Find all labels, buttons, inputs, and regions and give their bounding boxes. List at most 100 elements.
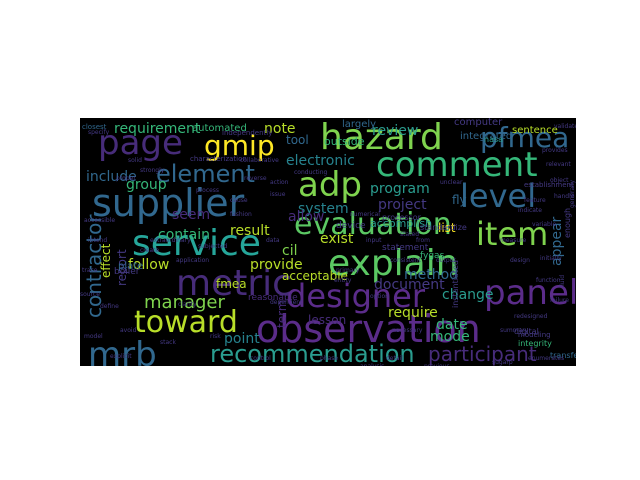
word-option: option: [370, 293, 389, 300]
word-phase: phase: [320, 355, 339, 362]
word-trace: trace: [82, 267, 98, 274]
word-provides: provides: [542, 147, 568, 154]
word-control: control: [250, 355, 271, 362]
word-cause: cause: [230, 197, 248, 204]
word-note: note: [264, 121, 296, 137]
word-system: system: [298, 201, 349, 217]
word-plate: plate: [118, 261, 144, 272]
word-solid: solid: [128, 157, 142, 164]
word-reasonable: reasonable: [248, 293, 298, 303]
word-statement: statement: [382, 243, 429, 253]
word-item: item: [476, 215, 549, 253]
word-device: device: [336, 221, 366, 231]
word-acceptable: acceptable: [282, 269, 348, 283]
word-consistent: consistent: [390, 257, 421, 264]
word-processor: processor: [382, 213, 421, 222]
word-project: project: [378, 197, 427, 213]
word-integrated: integrated: [460, 131, 513, 142]
word-computer: computer: [454, 118, 503, 128]
word-avoid: avoid: [120, 327, 137, 334]
word-model: model: [84, 333, 103, 340]
word-group: group: [126, 177, 167, 193]
word-relevant: relevant: [546, 161, 571, 168]
word-toward: toward: [134, 305, 238, 340]
word-adp: adp: [298, 165, 362, 205]
word-nasa: nasa: [484, 135, 504, 144]
word-requirement: requirement: [114, 121, 201, 137]
word-largely: largely: [342, 119, 377, 130]
word-evaluation: evaluation: [294, 207, 452, 242]
word-source: source: [80, 291, 100, 298]
word-list: list: [438, 221, 456, 235]
word-stated: stated: [400, 231, 420, 238]
word-feature: feature: [524, 197, 546, 204]
word-stack: stack: [160, 339, 176, 346]
word-validate: validate: [554, 123, 576, 130]
word-designer: designer: [286, 277, 425, 315]
word-accessible: accessible: [84, 217, 116, 224]
word-require: require: [388, 305, 438, 321]
word-instantiated: instantiated: [451, 260, 460, 308]
word-primary: primary: [336, 267, 360, 274]
word-lesson: lesson: [308, 313, 347, 327]
word-sentence: sentence: [512, 125, 558, 136]
word-hazard: hazard: [320, 118, 443, 158]
word-independently: independently: [222, 129, 273, 137]
word-fly: fly: [452, 193, 467, 207]
word-mrb: mrb: [88, 335, 157, 366]
word-cloud: hazard page gmip comment adp pfmea supplier ele…: [80, 118, 576, 366]
word-date: date: [436, 317, 468, 333]
word-from: from: [416, 237, 430, 244]
word-unclear: unclear: [440, 179, 463, 186]
word-clarity: clarity: [178, 301, 197, 308]
word-supplier: supplier: [92, 181, 245, 225]
word-initially: initially: [540, 255, 562, 262]
word-seem: seem: [172, 207, 211, 223]
word-issue: issue: [270, 191, 286, 198]
word-design: design: [510, 257, 530, 264]
word-explicit: explicit: [110, 353, 132, 360]
word-accomplish: accomplish: [370, 217, 433, 230]
word-mode: mode: [430, 329, 470, 345]
word-function: function: [536, 277, 561, 284]
word-create: create: [140, 247, 160, 254]
word-change: change: [442, 287, 494, 303]
word-reverse: reverse: [244, 175, 267, 182]
word-tool: tool: [286, 133, 309, 147]
word-level: level: [460, 177, 537, 215]
word-pfmea: pfmea: [480, 121, 570, 154]
word-risk: risk: [210, 333, 221, 340]
word-strongly: strongly: [140, 167, 165, 174]
word-recommendation: recommendation: [210, 340, 415, 366]
word-allow: allow: [288, 209, 325, 225]
word-panel: panel: [484, 273, 576, 313]
word-numerical: numerical: [350, 211, 380, 218]
word-result: result: [230, 223, 270, 239]
word-include: include: [86, 169, 137, 185]
word-action: action: [270, 179, 289, 186]
word-cil: cil: [282, 243, 298, 259]
word-output: output: [436, 257, 456, 264]
word-manager: manager: [144, 292, 225, 313]
word-collaborative: collaborative: [240, 157, 279, 164]
word-effect: effect: [99, 243, 113, 278]
word-contain: contain: [158, 227, 210, 243]
word-enumerates: enumerates: [528, 355, 565, 362]
word-service: service: [132, 223, 261, 264]
word-closest: closest: [82, 123, 107, 131]
word-explain: explain: [328, 243, 459, 284]
word-application: application: [176, 257, 210, 264]
word-point: point: [224, 331, 260, 347]
word-process: process: [196, 187, 220, 194]
word-proper: proper: [116, 175, 136, 182]
word-measure: measure: [500, 237, 527, 244]
word-fashion: fashion: [230, 211, 252, 218]
word-redesigned: redesigned: [514, 313, 548, 320]
word-standardize: standardize: [420, 223, 467, 232]
word-comment: comment: [376, 145, 538, 185]
word-modeling: modeling: [518, 331, 551, 339]
word-data: data: [266, 237, 280, 244]
word-program: program: [370, 181, 430, 197]
word-establishment: establishment: [524, 181, 574, 189]
word-gmip: gmip: [204, 129, 275, 162]
